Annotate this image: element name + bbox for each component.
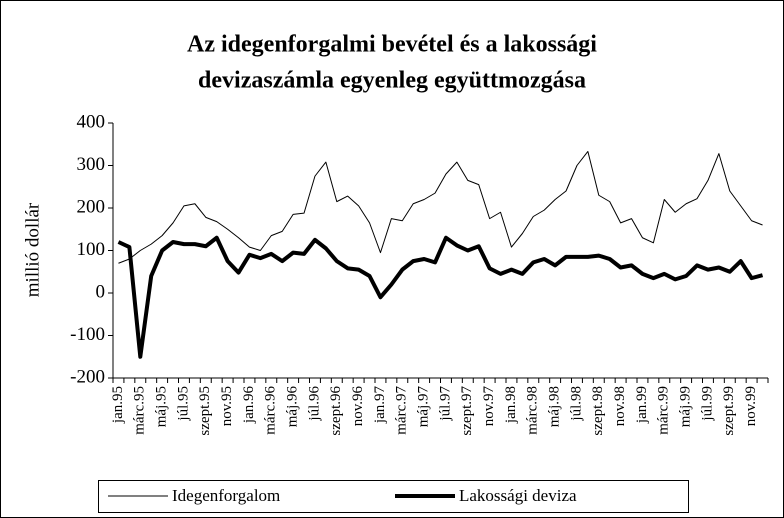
x-tick-label: máj.99 — [678, 386, 694, 427]
x-tick-label: nov.97 — [481, 386, 497, 427]
x-tick-label: júl.96 — [306, 386, 322, 422]
data-line — [117, 235, 764, 359]
x-tick-label: márc.98 — [525, 386, 541, 435]
x-tick-label: szept.96 — [328, 386, 344, 436]
x-tick-label: nov.96 — [350, 386, 366, 427]
x-tick-label: márc.96 — [263, 386, 279, 435]
x-tick-label: júl.97 — [437, 386, 453, 422]
x-tick-label: jan.97 — [372, 386, 388, 425]
x-tick-label: máj.98 — [547, 386, 563, 427]
y-tick-label: -100 — [70, 324, 105, 345]
x-tick-label: máj.97 — [416, 386, 432, 428]
x-tick-label: júl.98 — [568, 386, 584, 422]
y-axis-label: millió dollár — [22, 202, 43, 297]
x-tick-label: nov.99 — [743, 386, 759, 426]
y-tick-label: 400 — [77, 111, 106, 132]
x-tick-label: jan.99 — [634, 386, 650, 424]
x-tick-label: szept.97 — [459, 386, 475, 436]
y-tick-label: 0 — [96, 281, 106, 302]
x-tick-label: jan.96 — [241, 386, 257, 425]
y-tick-label: -200 — [70, 366, 105, 387]
x-tick-label: júl.95 — [175, 386, 191, 422]
x-tick-label: máj.96 — [285, 386, 301, 428]
y-tick-label: 200 — [77, 196, 106, 217]
x-tick-label: máj.95 — [154, 386, 170, 427]
legend-box — [98, 480, 689, 513]
y-tick-label: 100 — [77, 239, 106, 260]
legend-label: Idegenforgalom — [172, 486, 280, 505]
x-tick-label: márc.99 — [656, 386, 672, 435]
x-tick-label: jan.95 — [110, 386, 126, 424]
x-tick-label: nov.98 — [612, 386, 628, 426]
legend-label: Lakossági deviza — [459, 486, 577, 505]
chart-title: devizaszámla egyenleg együttmozgása — [198, 68, 586, 94]
x-tick-label: szept.98 — [590, 386, 606, 436]
x-tick-label: szept.95 — [197, 386, 213, 436]
x-tick-label: szept.99 — [721, 386, 737, 436]
x-tick-label: júl.99 — [699, 386, 715, 422]
x-tick-label: jan.98 — [503, 386, 519, 424]
chart-title: Az idegenforgalmi bevétel és a lakossági — [187, 32, 597, 58]
data-line — [118, 150, 763, 264]
x-tick-label: nov.95 — [219, 386, 235, 426]
x-tick-label: márc.95 — [132, 386, 148, 435]
x-tick-label: márc.97 — [394, 386, 410, 435]
y-tick-label: 300 — [77, 154, 106, 175]
